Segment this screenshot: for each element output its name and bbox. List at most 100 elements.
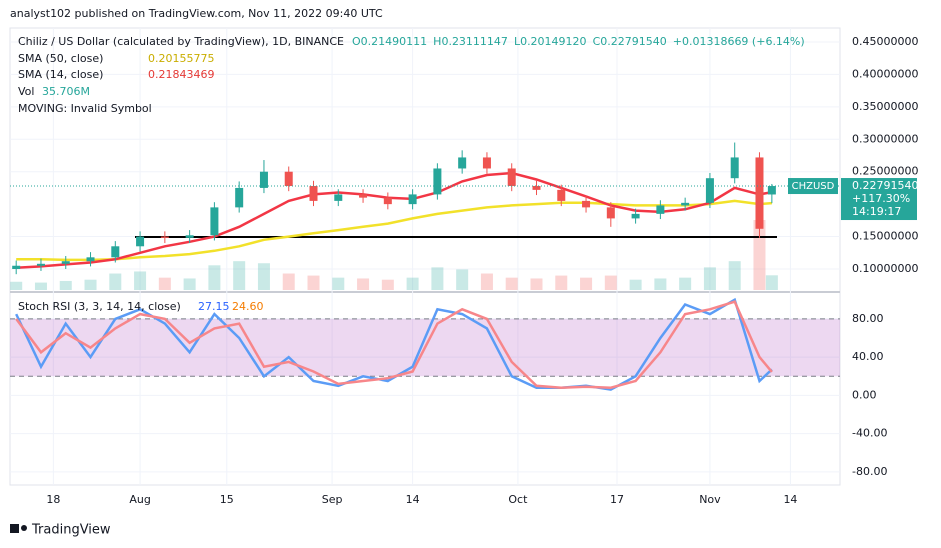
volume-bar bbox=[654, 278, 667, 290]
legend-ohlc: L0.20149120 bbox=[514, 35, 587, 48]
y-tick-label: 0.00 bbox=[852, 388, 877, 401]
legend-sma14-value: 0.21843469 bbox=[148, 68, 214, 81]
price-tag-change: +117.30% bbox=[852, 192, 910, 205]
candle-body bbox=[309, 185, 318, 201]
candle-body bbox=[507, 168, 516, 186]
stoch-d-value: 24.60 bbox=[232, 300, 264, 313]
volume-bar bbox=[629, 279, 642, 290]
price-tag bbox=[841, 178, 917, 221]
volume-bar bbox=[158, 277, 171, 290]
x-tick-label: 18 bbox=[46, 493, 60, 506]
candle-body bbox=[557, 189, 566, 201]
candle-body bbox=[259, 171, 268, 188]
volume-bar bbox=[381, 279, 394, 290]
y-tick-label: 0.10000000 bbox=[852, 262, 918, 275]
y-tick-label: 0.15000000 bbox=[852, 230, 918, 243]
volume-bar bbox=[604, 275, 617, 290]
legend-ohlc: H0.23111147 bbox=[433, 35, 508, 48]
price-tag-countdown: 14:19:17 bbox=[852, 205, 901, 218]
y-tick-label: 0.30000000 bbox=[852, 132, 918, 145]
series-line bbox=[15, 300, 773, 389]
volume-bar bbox=[505, 277, 518, 290]
volume-bar bbox=[555, 275, 568, 290]
volume-bar bbox=[59, 280, 72, 290]
legend-sma50-value: 0.20155775 bbox=[148, 52, 214, 65]
candle-body bbox=[12, 265, 21, 269]
volume-bar bbox=[703, 267, 716, 290]
volume-bar bbox=[10, 281, 23, 290]
legend-vol-value: 35.706M bbox=[42, 85, 90, 98]
y-tick-label: 0.35000000 bbox=[852, 100, 918, 113]
brand: TradingView bbox=[31, 523, 111, 538]
legend-symbol: Chiliz / US Dollar (calculated by Tradin… bbox=[18, 35, 344, 48]
candle-body bbox=[681, 202, 690, 206]
volume-bar bbox=[109, 273, 122, 290]
y-tick-label: 40.00 bbox=[852, 350, 884, 363]
candle-body bbox=[36, 263, 45, 266]
volume-bar bbox=[34, 282, 47, 290]
footer: TradingView bbox=[10, 523, 111, 538]
x-tick-label: 14 bbox=[406, 493, 420, 506]
candle-body bbox=[111, 246, 120, 258]
legend-sma14: SMA (14, close) bbox=[18, 68, 103, 81]
candle-body bbox=[284, 171, 293, 186]
candle-body bbox=[582, 200, 591, 208]
legend-sma50: SMA (50, close) bbox=[18, 52, 103, 65]
stoch-title: Stoch RSI (3, 3, 14, 14, close) bbox=[18, 300, 181, 313]
volume-bar bbox=[282, 273, 295, 290]
candle-body bbox=[136, 236, 145, 247]
y-tick-label: 0.25000000 bbox=[852, 165, 918, 178]
volume-bar bbox=[84, 279, 97, 290]
x-tick-label: 15 bbox=[220, 493, 234, 506]
logo-dot bbox=[21, 525, 27, 531]
candle-body bbox=[458, 157, 467, 169]
y-tick-label: -40.00 bbox=[852, 427, 887, 440]
candle-body bbox=[185, 235, 194, 238]
candle-body bbox=[160, 236, 169, 238]
candle-body bbox=[210, 207, 219, 236]
frame bbox=[9, 27, 841, 486]
candle-body bbox=[606, 207, 615, 219]
series-line bbox=[16, 171, 773, 269]
volume-bar bbox=[480, 273, 493, 290]
candle-body bbox=[359, 194, 368, 198]
x-tick-label: Nov bbox=[699, 493, 721, 506]
candle-body bbox=[408, 194, 417, 205]
candle-body bbox=[235, 187, 244, 208]
candle-body bbox=[767, 186, 776, 195]
volume-bar bbox=[183, 278, 196, 290]
candle-body bbox=[433, 168, 442, 195]
candle-body bbox=[730, 157, 739, 179]
candle-body bbox=[334, 194, 343, 201]
x-tick-label: Aug bbox=[129, 493, 150, 506]
candle-body bbox=[383, 197, 392, 205]
volume-bar bbox=[208, 265, 221, 290]
x-tick-label: 17 bbox=[610, 493, 624, 506]
stoch-k-value: 27.15 bbox=[198, 300, 230, 313]
y-tick-label: 80.00 bbox=[852, 312, 884, 325]
symbol-tag-text: CHZUSD bbox=[792, 181, 835, 192]
volume-bar bbox=[456, 269, 469, 290]
x-tick-label: Sep bbox=[322, 493, 343, 506]
volume-bar bbox=[679, 277, 692, 290]
logo bbox=[10, 524, 19, 533]
symbol-tag bbox=[788, 178, 838, 195]
volume-bar bbox=[332, 277, 345, 290]
plot: 18 Aug 15 Sep 14 Oct 17 Nov 14 0.10000000 0.150000… bbox=[10, 28, 918, 506]
x-tick-label: Oct bbox=[508, 493, 528, 506]
legend-ohlc: C0.22791540 bbox=[593, 35, 667, 48]
volume-bar bbox=[233, 261, 246, 290]
legend-vol: Vol bbox=[18, 85, 34, 98]
legend-change: +0.01318669 (+6.14%) bbox=[673, 35, 805, 48]
legend-ohlc: O0.21490111 bbox=[352, 35, 427, 48]
candle-body bbox=[61, 261, 70, 264]
y-tick-label: 0.45000000 bbox=[852, 35, 918, 48]
legend: Chiliz / US Dollar (calculated by Tradin… bbox=[18, 35, 805, 313]
y-tick-label: -80.00 bbox=[852, 465, 887, 478]
price-tag-price: 0.22791540 bbox=[852, 179, 918, 192]
volume-bar bbox=[406, 277, 419, 290]
series-line bbox=[16, 199, 773, 262]
volume-bar bbox=[765, 275, 778, 290]
